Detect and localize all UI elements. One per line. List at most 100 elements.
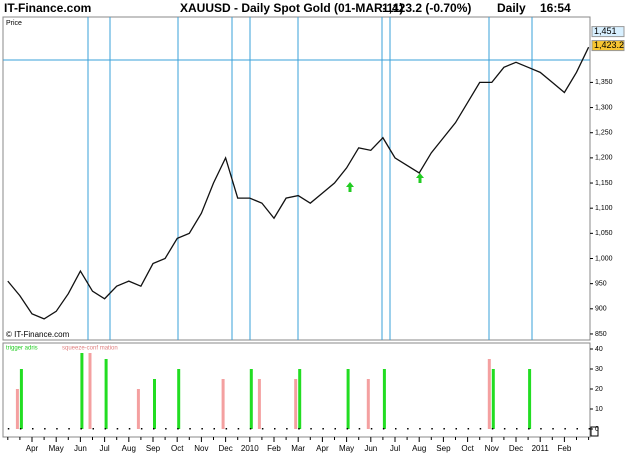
- scroll-box[interactable]: [590, 426, 599, 437]
- indicator-bar: [88, 353, 92, 429]
- source: © IT-Finance.com: [6, 330, 70, 339]
- zero-dot: [419, 428, 421, 430]
- quote: 1,423.2 (-0.70%): [382, 1, 471, 15]
- x-tick-label: Oct: [461, 444, 474, 453]
- indicator-bar: [366, 379, 370, 429]
- zero-dot: [261, 428, 264, 430]
- zero-dot: [80, 428, 82, 430]
- indicator-bar: [257, 379, 261, 429]
- zero-dot: [491, 428, 494, 430]
- zero-dot: [322, 428, 324, 430]
- price-panel: [2, 16, 591, 341]
- y-tick-label: 30: [595, 366, 603, 373]
- y-tick-label: 20: [595, 386, 603, 393]
- indicator-bar: [298, 369, 302, 429]
- zero-dot: [116, 428, 119, 430]
- zero-dot: [32, 428, 34, 430]
- x-tick-label: Oct: [171, 444, 184, 453]
- indicator-bar: [294, 379, 298, 429]
- indicator-bar: [177, 369, 181, 429]
- zero-dot: [334, 428, 336, 430]
- zero-dot: [237, 428, 240, 430]
- legend-entry: squeeze-conf mation: [62, 346, 118, 352]
- zero-dot: [467, 428, 470, 430]
- y-tick-label: 1,200: [595, 155, 613, 162]
- x-tick-label: Sep: [436, 444, 451, 453]
- period: Daily: [497, 1, 526, 15]
- x-tick-label: May: [339, 444, 354, 453]
- indicator-bar: [136, 389, 140, 429]
- zero-dot: [395, 428, 397, 430]
- x-tick-label: 2010: [241, 444, 259, 453]
- zero-dot: [140, 428, 143, 430]
- zero-dot: [68, 428, 70, 430]
- indicator-bar: [19, 369, 23, 429]
- x-tick-label: Jun: [364, 444, 377, 453]
- x-tick-label: Jul: [99, 444, 109, 453]
- zero-dot: [516, 428, 518, 430]
- x-tick-label: Sep: [146, 444, 161, 453]
- x-tick-label: Mar: [291, 444, 305, 453]
- zero-dot: [540, 428, 542, 430]
- zero-dot: [370, 428, 373, 430]
- time: 16:54: [540, 1, 571, 15]
- y-tick-label: 1,050: [595, 230, 613, 237]
- y-tick-label: 0: [595, 426, 599, 433]
- zero-dot: [177, 428, 179, 430]
- panel-label: Price: [6, 20, 22, 27]
- zero-dot: [286, 428, 288, 430]
- zero-dot: [552, 428, 554, 430]
- zero-dot: [382, 428, 385, 430]
- zero-dot: [528, 428, 530, 430]
- price-marker-box: [591, 26, 625, 38]
- indicator-bar: [249, 369, 253, 429]
- zero-dot: [564, 428, 566, 430]
- zero-dot: [346, 428, 349, 430]
- indicator-bar: [80, 353, 84, 429]
- zero-dot: [249, 428, 252, 430]
- price-marker-label: 1,451: [594, 26, 617, 36]
- x-tick-label: May: [49, 444, 64, 453]
- indicator-bar: [491, 369, 495, 429]
- x-tick-label: Dec: [218, 444, 232, 453]
- x-tick-label: Nov: [194, 444, 208, 453]
- x-tick-label: Dec: [509, 444, 523, 453]
- zero-dot: [19, 428, 22, 430]
- y-tick-label: 10: [595, 406, 603, 413]
- x-tick-label: Feb: [558, 444, 572, 453]
- x-tick-label: Feb: [267, 444, 281, 453]
- site-name: IT-Finance.com: [4, 1, 91, 15]
- zero-dot: [56, 428, 58, 430]
- zero-dot: [588, 428, 591, 430]
- zero-dot: [431, 428, 433, 430]
- x-tick-label: Jun: [74, 444, 87, 453]
- zero-dot: [358, 428, 361, 430]
- y-tick-label: 950: [595, 280, 607, 287]
- zero-dot: [225, 428, 228, 430]
- zero-dot: [165, 428, 167, 430]
- signal-arrows: [346, 173, 424, 192]
- y-tick-label: 1,000: [595, 255, 613, 262]
- y-tick-label: 1,300: [595, 104, 613, 111]
- zero-dot: [92, 428, 94, 430]
- zero-dot: [576, 428, 578, 430]
- x-tick-label: Apr: [316, 444, 329, 453]
- y-tick-label: 40: [595, 346, 603, 353]
- indicator-bar: [528, 369, 532, 429]
- zero-dot: [443, 428, 445, 430]
- zero-dot: [44, 428, 46, 430]
- indicator-bar: [153, 379, 156, 429]
- zero-dot: [128, 428, 131, 430]
- indicator-bar: [346, 369, 350, 429]
- zero-dot: [201, 428, 203, 430]
- x-tick-label: 2011: [532, 444, 550, 453]
- zero-dot: [310, 428, 312, 430]
- cycle-lines: [3, 17, 590, 340]
- zero-dot: [479, 428, 482, 430]
- indicator-bar: [104, 359, 108, 429]
- zero-dot: [274, 428, 276, 430]
- zero-dot: [407, 428, 409, 430]
- zero-dot: [213, 428, 215, 430]
- y-tick-label: 1,350: [595, 79, 613, 86]
